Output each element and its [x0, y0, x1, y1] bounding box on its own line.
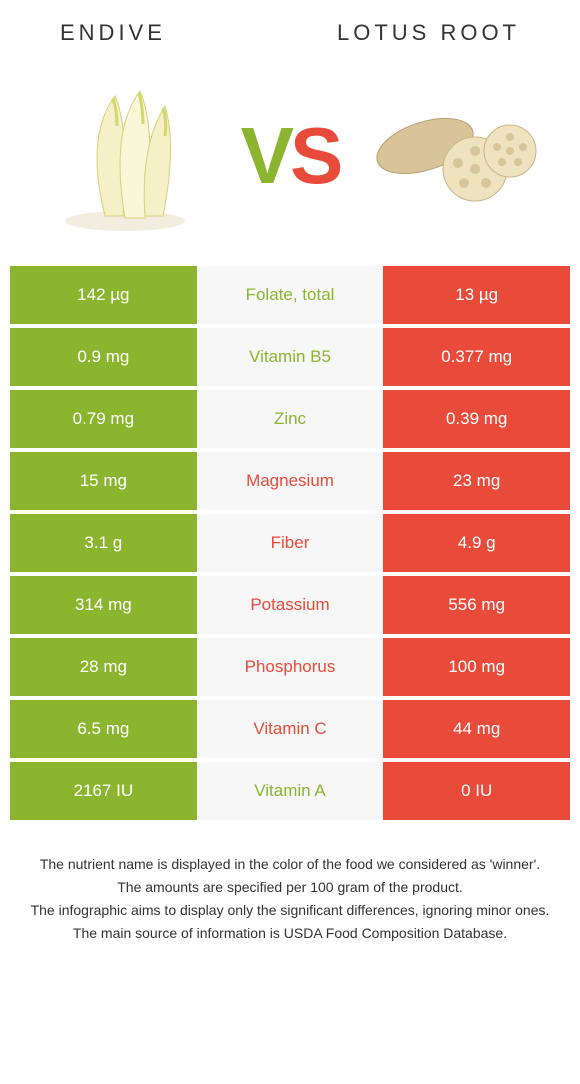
right-value-cell: 100 mg: [383, 638, 570, 696]
table-row: 0.9 mgVitamin B50.377 mg: [10, 328, 570, 386]
right-value-cell: 0.377 mg: [383, 328, 570, 386]
footer-line-3: The infographic aims to display only the…: [20, 900, 560, 921]
table-row: 0.79 mgZinc0.39 mg: [10, 390, 570, 448]
left-value-cell: 3.1 g: [10, 514, 197, 572]
right-food-title: LOTUS ROOT: [337, 20, 520, 46]
left-value-cell: 0.9 mg: [10, 328, 197, 386]
right-value-cell: 0 IU: [383, 762, 570, 820]
right-value-cell: 0.39 mg: [383, 390, 570, 448]
table-row: 15 mgMagnesium23 mg: [10, 452, 570, 510]
endive-image: [40, 71, 210, 241]
hero-row: VS: [0, 56, 580, 266]
table-row: 3.1 gFiber4.9 g: [10, 514, 570, 572]
footer-line-2: The amounts are specified per 100 gram o…: [20, 877, 560, 898]
nutrient-label-cell: Vitamin A: [197, 762, 384, 820]
right-value-cell: 23 mg: [383, 452, 570, 510]
nutrient-label-cell: Magnesium: [197, 452, 384, 510]
table-row: 314 mgPotassium556 mg: [10, 576, 570, 634]
footer-notes: The nutrient name is displayed in the co…: [0, 824, 580, 966]
left-value-cell: 2167 IU: [10, 762, 197, 820]
vs-s: S: [290, 111, 339, 200]
lotus-root-image: [370, 71, 540, 241]
table-row: 142 µgFolate, total13 µg: [10, 266, 570, 324]
nutrient-label-cell: Folate, total: [197, 266, 384, 324]
nutrient-label-cell: Vitamin B5: [197, 328, 384, 386]
left-value-cell: 15 mg: [10, 452, 197, 510]
left-value-cell: 6.5 mg: [10, 700, 197, 758]
vs-v: V: [241, 111, 290, 200]
left-value-cell: 142 µg: [10, 266, 197, 324]
nutrient-label-cell: Vitamin C: [197, 700, 384, 758]
comparison-table: 142 µgFolate, total13 µg0.9 mgVitamin B5…: [10, 266, 570, 820]
left-value-cell: 314 mg: [10, 576, 197, 634]
right-value-cell: 556 mg: [383, 576, 570, 634]
footer-line-4: The main source of information is USDA F…: [20, 923, 560, 944]
left-value-cell: 28 mg: [10, 638, 197, 696]
table-row: 28 mgPhosphorus100 mg: [10, 638, 570, 696]
table-row: 6.5 mgVitamin C44 mg: [10, 700, 570, 758]
left-value-cell: 0.79 mg: [10, 390, 197, 448]
title-row: ENDIVE LOTUS ROOT: [0, 0, 580, 56]
right-value-cell: 4.9 g: [383, 514, 570, 572]
nutrient-label-cell: Zinc: [197, 390, 384, 448]
footer-line-1: The nutrient name is displayed in the co…: [20, 854, 560, 875]
nutrient-label-cell: Fiber: [197, 514, 384, 572]
nutrient-label-cell: Potassium: [197, 576, 384, 634]
left-food-title: ENDIVE: [60, 20, 166, 46]
table-row: 2167 IUVitamin A0 IU: [10, 762, 570, 820]
right-value-cell: 13 µg: [383, 266, 570, 324]
vs-label: VS: [241, 116, 340, 196]
nutrient-label-cell: Phosphorus: [197, 638, 384, 696]
right-value-cell: 44 mg: [383, 700, 570, 758]
